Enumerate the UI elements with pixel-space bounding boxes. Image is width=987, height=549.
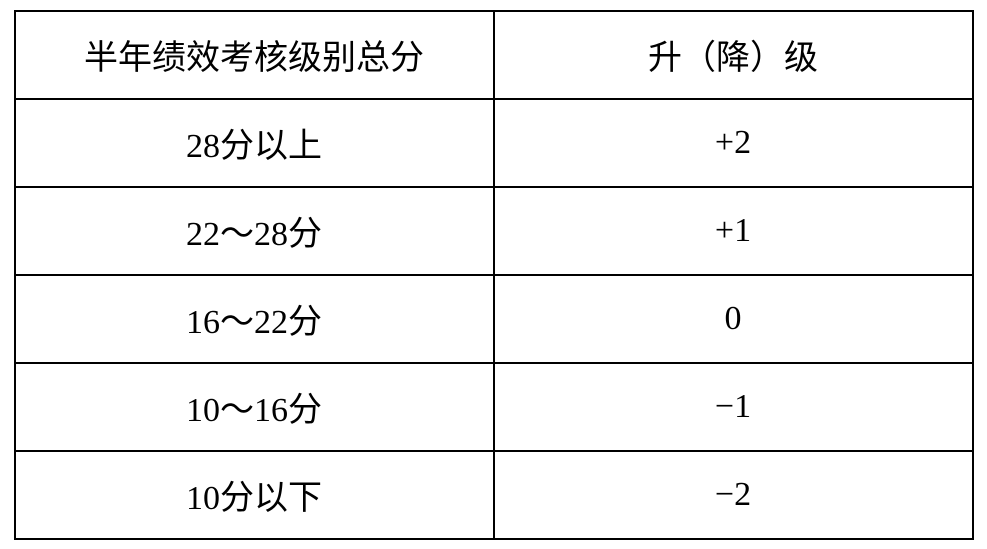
cell-level: −1 xyxy=(494,363,973,451)
cell-score: 10分以下 xyxy=(15,451,494,539)
table-row: 10～16分 −1 xyxy=(15,363,973,451)
table-row: 28分以上 +2 xyxy=(15,99,973,187)
cell-level: 0 xyxy=(494,275,973,363)
cell-level: +1 xyxy=(494,187,973,275)
header-level: 升（降）级 xyxy=(494,11,973,99)
cell-score: 28分以上 xyxy=(15,99,494,187)
table-row: 16～22分 0 xyxy=(15,275,973,363)
cell-level: +2 xyxy=(494,99,973,187)
performance-table: 半年绩效考核级别总分 升（降）级 28分以上 +2 22～28分 +1 16～2… xyxy=(14,10,974,540)
cell-level: −2 xyxy=(494,451,973,539)
cell-score: 16～22分 xyxy=(15,275,494,363)
cell-score: 10～16分 xyxy=(15,363,494,451)
table-row: 10分以下 −2 xyxy=(15,451,973,539)
cell-score: 22～28分 xyxy=(15,187,494,275)
table-row: 22～28分 +1 xyxy=(15,187,973,275)
table-header-row: 半年绩效考核级别总分 升（降）级 xyxy=(15,11,973,99)
performance-table-container: 半年绩效考核级别总分 升（降）级 28分以上 +2 22～28分 +1 16～2… xyxy=(14,10,974,540)
header-score: 半年绩效考核级别总分 xyxy=(15,11,494,99)
